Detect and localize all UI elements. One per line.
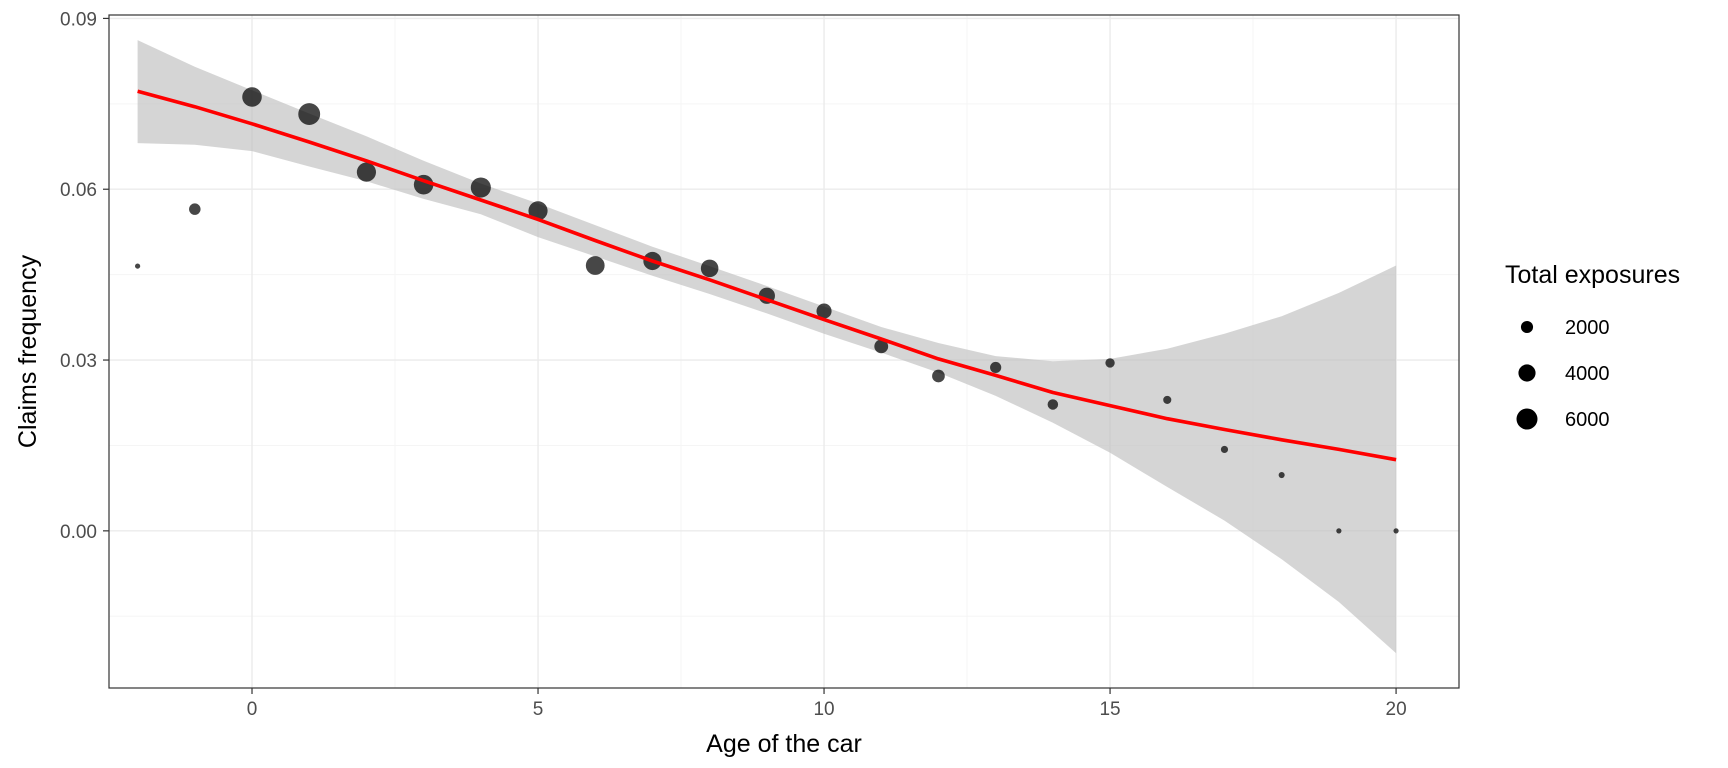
data-point-8 [585, 256, 605, 275]
y-axis-title: Claims frequency [14, 254, 42, 448]
data-point-6 [470, 177, 491, 198]
smooth-fit-line [137, 89, 1397, 462]
panel-border [108, 14, 1460, 689]
x-tick-label: 10 [813, 699, 834, 720]
legend-label: 6000 [1565, 409, 1610, 431]
data-point-14 [932, 369, 945, 383]
y-tick-label: 0.06 [60, 180, 97, 201]
data-point-2 [242, 87, 262, 107]
data-point-0 [135, 263, 141, 269]
data-point-13 [874, 339, 889, 354]
legend-title: Total exposures [1505, 261, 1680, 289]
x-axis-ticks: 0 5 10 15 20 [247, 688, 1407, 720]
x-tick-label: 15 [1099, 699, 1120, 720]
y-tick-label: 0.00 [60, 522, 97, 543]
legend-label: 4000 [1565, 363, 1610, 385]
legend-key-4000 [1518, 364, 1536, 382]
x-tick-label: 0 [247, 699, 258, 720]
legend-label: 2000 [1565, 317, 1610, 339]
data-point-4 [356, 162, 377, 182]
legend: Total exposures 2000 4000 6000 [1505, 261, 1680, 431]
x-tick-label: 5 [533, 699, 544, 720]
data-point-22 [1393, 528, 1399, 534]
legend-entries: 2000 4000 6000 [1516, 317, 1610, 431]
legend-key-6000 [1516, 408, 1538, 430]
data-point-21 [1336, 528, 1342, 534]
data-point-18 [1163, 395, 1172, 404]
confidence-band [137, 40, 1397, 654]
legend-key-2000 [1520, 320, 1534, 334]
data-point-12 [816, 303, 832, 319]
data-point-20 [1278, 472, 1285, 479]
data-point-19 [1220, 445, 1229, 454]
data-point-17 [1105, 358, 1115, 368]
data-point-16 [1047, 399, 1059, 410]
x-axis-title: Age of the car [706, 730, 862, 758]
x-tick-label: 20 [1386, 699, 1407, 720]
y-axis-ticks: 0.00 0.03 0.06 0.09 [60, 9, 109, 543]
data-point-10 [700, 259, 719, 278]
y-tick-label: 0.09 [60, 9, 97, 30]
confidence-band-layer [137, 40, 1397, 654]
smooth-fit-layer [137, 89, 1397, 462]
data-point-1 [189, 203, 201, 215]
data-point-7 [528, 201, 548, 221]
data-point-3 [298, 103, 321, 125]
data-point-15 [990, 361, 1002, 374]
y-tick-label: 0.03 [60, 351, 97, 372]
